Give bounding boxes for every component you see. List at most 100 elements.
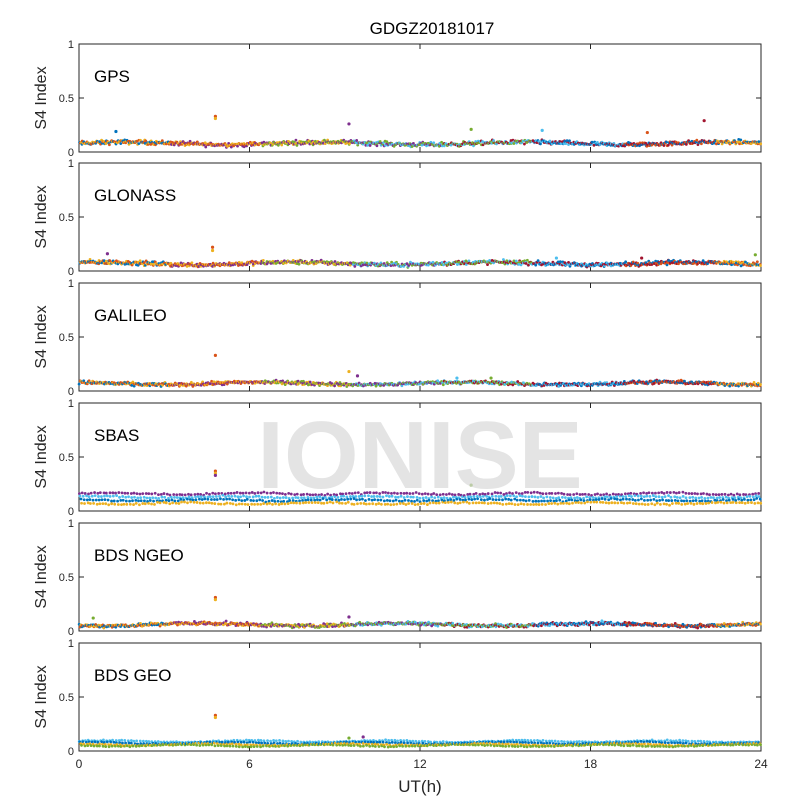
panel-3-point	[673, 495, 676, 498]
panel-3-point	[718, 493, 721, 496]
panel-3-point	[227, 492, 230, 495]
panel-3-point	[247, 503, 250, 506]
panel-5-point	[118, 739, 121, 742]
panel-3-point	[661, 499, 664, 502]
panel-3-point	[170, 496, 173, 499]
panel-1-point	[502, 258, 505, 261]
panel-3-point	[206, 498, 209, 501]
panel-3-point	[211, 492, 214, 495]
panel-4-point	[696, 627, 699, 630]
panel-3-point	[712, 496, 715, 499]
panel-3-point	[608, 502, 611, 505]
panel-3-point	[150, 493, 153, 496]
panel-5-point	[262, 745, 265, 748]
panel-3-point	[640, 495, 643, 498]
panel-3-point	[124, 496, 127, 499]
panel-2-ytick-label: 0.5	[59, 332, 74, 344]
panel-3-point	[722, 498, 725, 501]
panel-3-label: SBAS	[94, 426, 139, 445]
panel-0-outlier-point	[541, 129, 544, 132]
panel-4-points	[78, 596, 762, 630]
panel-3-point	[613, 497, 616, 500]
panel-3-point	[95, 499, 98, 502]
panel-5-point	[128, 745, 131, 748]
panel-4-point	[451, 622, 454, 625]
panel-3-point	[79, 495, 82, 498]
panel-3-point	[644, 503, 647, 506]
panel-5-point	[98, 745, 101, 748]
panel-3-point	[684, 503, 687, 506]
panel-3-point	[121, 492, 124, 495]
panel-0-axes-box	[79, 44, 761, 152]
panel-3-point	[641, 503, 644, 506]
panel-3-point	[168, 502, 171, 505]
panel-3-point	[665, 499, 668, 502]
panel-3-point	[93, 491, 96, 494]
panel-3-point	[143, 499, 146, 502]
panel-3-point	[645, 492, 648, 495]
panel-3-point	[88, 495, 91, 498]
panel-3-point	[214, 492, 217, 495]
panel-3-point	[194, 493, 197, 496]
panel-3-point	[698, 497, 701, 500]
panel-5-point	[132, 740, 135, 743]
panel-0-point	[739, 138, 742, 141]
panel-3-point	[647, 503, 650, 506]
panel-3-point	[84, 492, 87, 495]
panel-3-point	[598, 498, 601, 501]
panel-5-point	[259, 745, 262, 748]
panel-2-point	[683, 380, 686, 383]
panel-1-point	[517, 263, 520, 266]
panel-1-point	[666, 264, 669, 267]
panel-3-outlier-point	[214, 474, 217, 477]
panel-3-point	[82, 495, 85, 498]
panel-5-points	[78, 714, 762, 749]
panel-5-point	[195, 744, 198, 747]
panel-5-point	[102, 745, 105, 748]
panel-3-point	[626, 502, 629, 505]
panel-3-point	[86, 499, 89, 502]
panel-3-point	[94, 494, 97, 497]
panel-3-point	[682, 495, 685, 498]
panel-3-point	[629, 492, 632, 495]
panel-3-point	[663, 492, 666, 495]
panel-3-point	[757, 492, 760, 495]
panel-3-point	[680, 503, 683, 506]
panel-3-point	[605, 493, 608, 496]
panel-3-point	[692, 499, 695, 502]
panel-3-point	[637, 495, 640, 498]
panel-3-point	[89, 502, 92, 505]
panel-3-point	[198, 498, 201, 501]
panel-3-point	[730, 493, 733, 496]
panel-3-point	[684, 492, 687, 495]
panel-5-point	[257, 739, 260, 742]
panel-3-point	[245, 495, 248, 498]
panel-2-outlier-point	[455, 376, 458, 379]
panel-3-point	[97, 495, 100, 498]
panel-3-point	[250, 503, 253, 506]
panel-3-point	[249, 499, 252, 502]
panel-3-point	[117, 503, 120, 506]
panel-0-point	[137, 142, 140, 145]
panel-0-point	[667, 144, 670, 147]
panel-5-point	[145, 740, 148, 743]
panel-3-point	[714, 502, 717, 505]
panel-0-outlier-point	[703, 119, 706, 122]
panel-3-point	[113, 500, 116, 503]
panel-3-point	[186, 501, 189, 504]
panel-5-point	[241, 746, 244, 749]
panel-3-point	[752, 496, 755, 499]
panel-3-point	[610, 497, 613, 500]
panel-5-point	[84, 745, 87, 748]
panel-3-point	[145, 492, 148, 495]
panel-3-point	[199, 502, 202, 505]
panel-0-point	[700, 142, 703, 145]
panel-3-point	[252, 499, 255, 502]
panel-3-point	[227, 495, 230, 498]
panel-3-point	[147, 492, 150, 495]
panel-5-point	[157, 740, 160, 743]
panel-3-point	[100, 495, 103, 498]
panel-3-point	[622, 498, 625, 501]
panel-3-point	[83, 502, 86, 505]
panel-3-point	[634, 499, 637, 502]
